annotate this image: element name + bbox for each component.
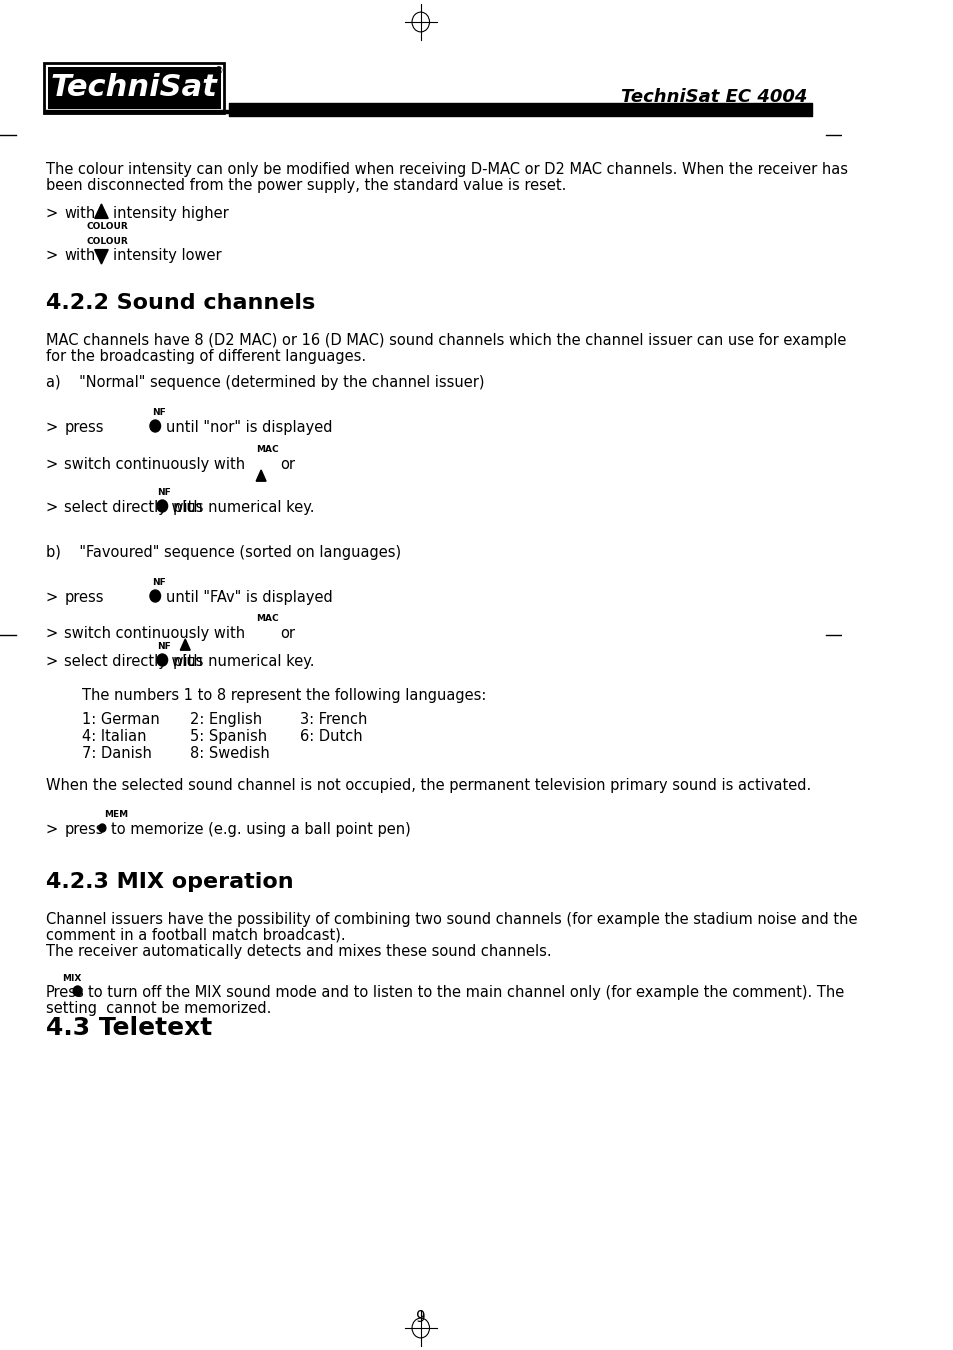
Text: COLOUR: COLOUR	[87, 238, 128, 246]
Text: 4.2.3 MIX operation: 4.2.3 MIX operation	[46, 872, 294, 892]
Text: 4.2.2 Sound channels: 4.2.2 Sound channels	[46, 293, 314, 313]
Polygon shape	[256, 470, 266, 481]
Text: >: >	[46, 822, 58, 837]
Text: 8: Swedish: 8: Swedish	[190, 747, 269, 761]
Text: >: >	[46, 248, 58, 263]
Circle shape	[150, 590, 160, 602]
Text: NF: NF	[152, 578, 165, 587]
Text: switch continuously with: switch continuously with	[65, 626, 245, 641]
FancyBboxPatch shape	[44, 63, 224, 113]
Text: >: >	[46, 500, 58, 514]
Text: select directly with: select directly with	[65, 653, 203, 670]
Text: been disconnected from the power supply, the standard value is reset.: been disconnected from the power supply,…	[46, 178, 566, 193]
Text: 6: Dutch: 6: Dutch	[299, 729, 362, 744]
Text: for the broadcasting of different languages.: for the broadcasting of different langua…	[46, 350, 366, 365]
Text: with: with	[65, 248, 95, 263]
Text: 4.3 Teletext: 4.3 Teletext	[46, 1017, 212, 1040]
Circle shape	[99, 824, 106, 832]
Text: intensity higher: intensity higher	[112, 207, 229, 221]
Text: NF: NF	[157, 643, 171, 651]
FancyBboxPatch shape	[48, 68, 220, 109]
Text: or: or	[280, 626, 295, 641]
Text: to memorize (e.g. using a ball point pen): to memorize (e.g. using a ball point pen…	[112, 822, 411, 837]
Text: TechniSat EC 4004: TechniSat EC 4004	[620, 88, 806, 107]
Text: >: >	[46, 590, 58, 605]
Text: press: press	[65, 822, 104, 837]
Text: with: with	[65, 207, 95, 221]
Text: MAC: MAC	[255, 614, 278, 622]
Text: >: >	[46, 653, 58, 670]
Text: TechniSat: TechniSat	[51, 73, 217, 103]
Text: until "nor" is displayed: until "nor" is displayed	[166, 420, 332, 435]
Text: a)    "Normal" sequence (determined by the channel issuer): a) "Normal" sequence (determined by the …	[46, 375, 484, 390]
Text: MAC: MAC	[255, 446, 278, 454]
Polygon shape	[94, 204, 108, 219]
Text: ®: ®	[213, 66, 223, 76]
Text: >: >	[46, 626, 58, 641]
Text: 7: Danish: 7: Danish	[82, 747, 152, 761]
Text: The numbers 1 to 8 represent the following languages:: The numbers 1 to 8 represent the followi…	[82, 688, 486, 703]
Text: The colour intensity can only be modified when receiving D-MAC or D2 MAC channel: The colour intensity can only be modifie…	[46, 162, 847, 177]
Text: >: >	[46, 207, 58, 221]
Text: MIX: MIX	[62, 973, 81, 983]
Text: switch continuously with: switch continuously with	[65, 458, 245, 472]
Text: NF: NF	[152, 408, 165, 417]
Text: to turn off the MIX sound mode and to listen to the main channel only (for examp: to turn off the MIX sound mode and to li…	[88, 986, 843, 1000]
Text: b)    "Favoured" sequence (sorted on languages): b) "Favoured" sequence (sorted on langua…	[46, 545, 400, 560]
Text: intensity lower: intensity lower	[112, 248, 221, 263]
Text: MEM: MEM	[104, 810, 128, 819]
Text: >: >	[46, 458, 58, 472]
Circle shape	[157, 653, 168, 666]
Text: 1: German: 1: German	[82, 711, 159, 728]
Circle shape	[157, 500, 168, 512]
Text: 9: 9	[416, 1310, 425, 1324]
Text: plus numerical key.: plus numerical key.	[172, 653, 314, 670]
Text: >: >	[46, 420, 58, 435]
Polygon shape	[94, 250, 108, 265]
Text: Channel issuers have the possibility of combining two sound channels (for exampl: Channel issuers have the possibility of …	[46, 913, 857, 927]
Circle shape	[73, 986, 82, 996]
Text: press: press	[65, 590, 104, 605]
Text: NF: NF	[157, 487, 171, 497]
Text: plus numerical key.: plus numerical key.	[172, 500, 314, 514]
Text: comment in a football match broadcast).: comment in a football match broadcast).	[46, 927, 345, 944]
Text: press: press	[65, 420, 104, 435]
Text: The receiver automatically detects and mixes these sound channels.: The receiver automatically detects and m…	[46, 944, 551, 958]
Circle shape	[150, 420, 160, 432]
Text: 2: English: 2: English	[190, 711, 261, 728]
Text: 5: Spanish: 5: Spanish	[190, 729, 267, 744]
Text: setting  cannot be memorized.: setting cannot be memorized.	[46, 1000, 271, 1017]
Text: 4: Italian: 4: Italian	[82, 729, 147, 744]
Text: MAC channels have 8 (D2 MAC) or 16 (D MAC) sound channels which the channel issu: MAC channels have 8 (D2 MAC) or 16 (D MA…	[46, 333, 845, 348]
Text: select directly with: select directly with	[65, 500, 203, 514]
Text: until "FAv" is displayed: until "FAv" is displayed	[166, 590, 333, 605]
Text: or: or	[280, 458, 295, 472]
Text: Press: Press	[46, 986, 85, 1000]
Text: When the selected sound channel is not occupied, the permanent television primar: When the selected sound channel is not o…	[46, 778, 810, 792]
Text: COLOUR: COLOUR	[87, 221, 128, 231]
Text: 3: French: 3: French	[299, 711, 367, 728]
Polygon shape	[180, 639, 190, 651]
